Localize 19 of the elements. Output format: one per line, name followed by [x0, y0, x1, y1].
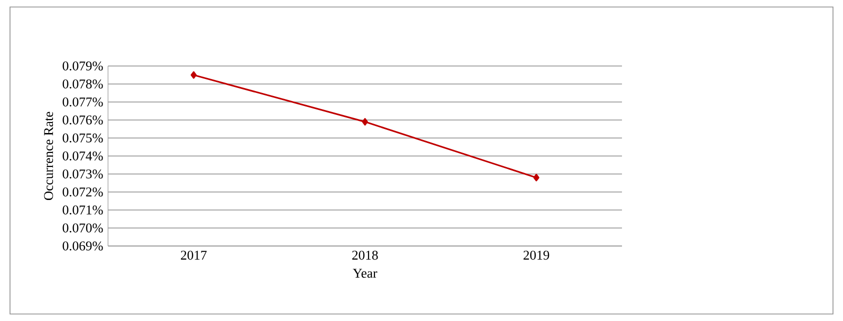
y-tick-label: 0.069% [62, 241, 103, 251]
y-tick-label: 0.078% [62, 79, 103, 89]
y-axis-title: Occurrence Rate [44, 112, 54, 200]
point [190, 71, 197, 79]
x-tick-label: 2019 [524, 250, 550, 260]
y-tick-label: 0.072% [62, 187, 103, 197]
y-tick-label: 0.074% [62, 151, 103, 161]
y-tick-label: 0.071% [62, 205, 103, 215]
y-tick-label: 0.073% [62, 169, 103, 179]
y-tick-label: 0.077% [62, 97, 103, 107]
x-axis-title: Year [352, 268, 378, 278]
point [362, 118, 368, 126]
x-tick-label: 2018 [352, 250, 378, 260]
x-tick-label: 2017 [180, 250, 207, 260]
point [533, 174, 540, 182]
y-tick-label: 0.076% [62, 115, 103, 125]
y-tick-label: 0.070% [62, 223, 103, 233]
y-tick-label: 0.075% [62, 133, 103, 143]
y-tick-label: 0.079% [62, 61, 103, 71]
